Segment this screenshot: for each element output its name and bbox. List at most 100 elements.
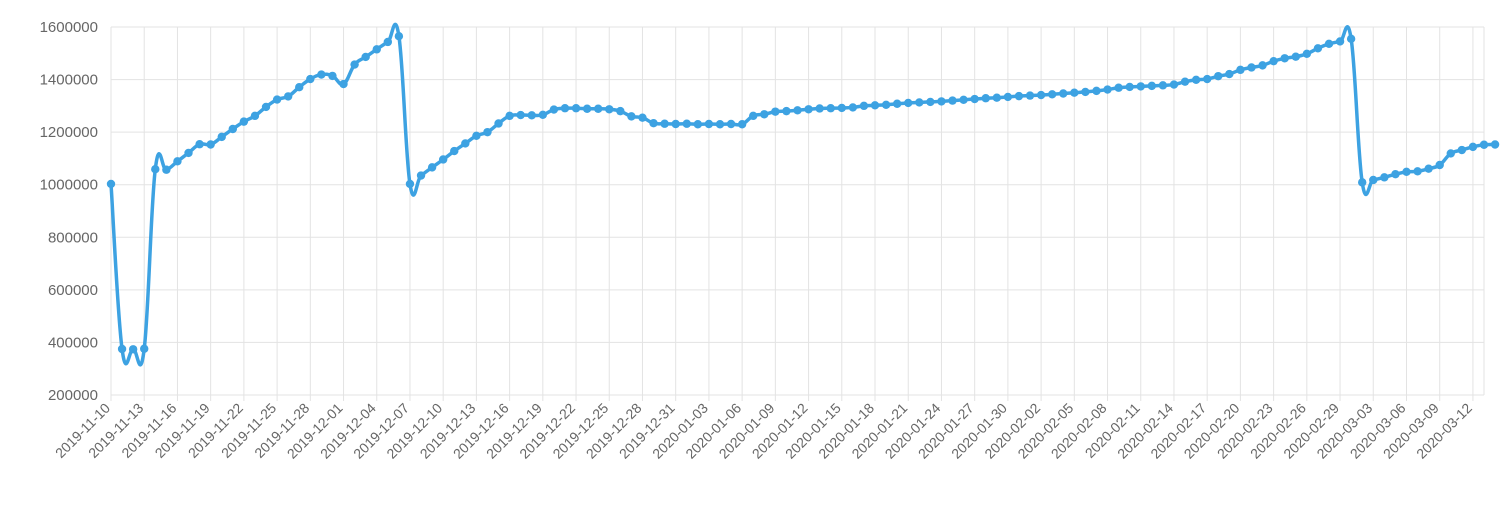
data-point [195, 140, 204, 149]
data-point [904, 98, 913, 108]
data-point [1402, 167, 1411, 177]
data-point [959, 95, 968, 105]
data-point [1081, 87, 1090, 97]
data-point [306, 74, 315, 84]
data-point [1302, 49, 1312, 59]
data-point [383, 37, 393, 47]
data-point [549, 105, 559, 114]
data-point [671, 119, 680, 129]
data-point [560, 104, 570, 113]
data-point [682, 119, 691, 128]
data-point [1291, 52, 1300, 61]
data-point [117, 344, 127, 354]
data-point [760, 110, 769, 119]
data-point [1214, 71, 1223, 81]
data-point [1258, 61, 1267, 70]
data-point [1014, 91, 1024, 101]
data-point [228, 124, 237, 134]
data-point [1324, 39, 1334, 49]
y-axis-ticks: 200000 400000 600000 800000 1000000 1200000 14… [40, 19, 98, 404]
data-point [516, 110, 525, 120]
data-point [350, 60, 359, 69]
data-point [206, 140, 215, 149]
data-point [571, 104, 581, 113]
series-points [106, 32, 1500, 354]
y-tick-label: 600000 [48, 282, 98, 299]
data-point [1435, 160, 1444, 170]
data-point [140, 344, 149, 353]
grid [110, 26, 1485, 401]
y-tick-label: 200000 [48, 387, 98, 404]
data-point [1247, 63, 1256, 72]
data-point [106, 179, 116, 189]
data-point [1391, 170, 1400, 179]
data-point [1125, 82, 1134, 92]
data-point [450, 146, 459, 156]
data-point [937, 97, 946, 106]
data-point [693, 120, 703, 129]
data-point [616, 106, 625, 116]
data-point [1269, 56, 1278, 66]
data-point [1280, 54, 1289, 63]
data-point [848, 103, 858, 112]
data-point [1202, 74, 1212, 84]
data-point [1313, 44, 1323, 53]
data-point [1059, 89, 1068, 98]
data-point [1346, 34, 1356, 44]
data-point [1369, 175, 1378, 185]
data-point [726, 119, 736, 129]
y-tick-label: 1000000 [40, 177, 98, 194]
data-point [494, 119, 503, 128]
data-point [438, 155, 448, 164]
data-point [1191, 75, 1201, 85]
data-point [782, 106, 791, 116]
data-point [461, 139, 470, 148]
data-point [649, 119, 658, 128]
data-point [981, 94, 990, 103]
data-point [1136, 82, 1145, 91]
data-point [1114, 83, 1123, 92]
data-point [1103, 85, 1112, 94]
data-point [1468, 142, 1478, 152]
data-point [1180, 77, 1190, 86]
y-tick-label: 400000 [48, 334, 98, 351]
data-point [1047, 90, 1057, 99]
data-point [1457, 145, 1467, 155]
data-point [427, 163, 437, 172]
data-point [239, 117, 249, 126]
data-point [804, 105, 813, 114]
data-point [173, 157, 182, 166]
data-point [826, 104, 835, 113]
data-point [1225, 69, 1234, 79]
data-point [527, 111, 536, 120]
data-point [405, 179, 415, 189]
data-point [892, 99, 902, 108]
data-point [472, 131, 481, 141]
data-point [749, 111, 758, 121]
data-point [317, 70, 326, 79]
data-point [217, 132, 226, 142]
data-point [250, 111, 260, 121]
data-point [948, 96, 957, 105]
data-point [815, 104, 824, 113]
data-point [328, 71, 337, 81]
data-point [605, 105, 614, 114]
data-point [1169, 80, 1179, 89]
data-point [416, 171, 426, 180]
data-point [881, 100, 891, 110]
data-point [1003, 92, 1013, 102]
data-point [1092, 86, 1101, 96]
data-point [627, 112, 636, 121]
data-point [1158, 81, 1168, 90]
data-point [1380, 173, 1389, 182]
y-tick-label: 800000 [48, 229, 98, 246]
data-point [394, 32, 404, 41]
data-point [992, 93, 1002, 102]
data-point [261, 102, 271, 112]
data-point [771, 107, 780, 116]
data-point [1236, 65, 1245, 75]
x-axis-ticks: 2019-11-102019-11-132019-11-162019-11-19… [52, 400, 1475, 462]
data-point [970, 94, 979, 104]
data-point [538, 110, 548, 119]
data-point [372, 45, 381, 54]
